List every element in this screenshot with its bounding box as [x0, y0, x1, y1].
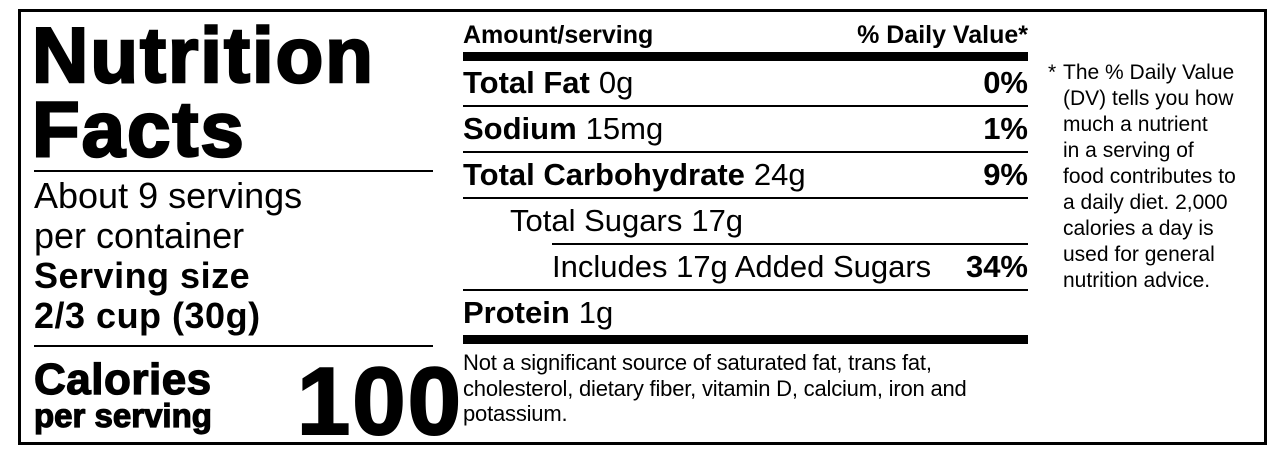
nutrient-amount: 0g [598, 65, 634, 100]
protein-separator-bar [463, 335, 1028, 344]
nutrient-table-header: Amount/serving % Daily Value* [463, 19, 1028, 52]
nutrient-amount: 1g [578, 295, 614, 330]
amount-col-header: Amount/serving [463, 21, 654, 49]
serving-size-label: Serving size [34, 255, 251, 296]
nutrient-row-sodium: Sodium 15mg 1% [463, 107, 1028, 153]
serving-divider [34, 345, 433, 347]
calories-sublabel: per serving [33, 397, 212, 434]
nutrient-row-total-carbohydrate: Total Carbohydrate 24g 9% [463, 153, 1028, 199]
calories-label: Calories [33, 355, 212, 404]
servings-per-container: About 9 servings per container [34, 175, 303, 256]
label-title: Nutrition Facts [31, 11, 375, 173]
serving-info: About 9 servings per container Serving s… [34, 176, 451, 336]
label-right-column: * The % Daily Value (DV) tells you how m… [1028, 12, 1263, 442]
nutrition-facts-label: Nutrition Facts About 9 servings per con… [18, 9, 1267, 451]
nutrient-amount: 17g [691, 203, 744, 238]
nutrient-dv: 9% [983, 157, 1028, 192]
nutrient-table: Amount/serving % Daily Value* Total Fat … [451, 12, 1028, 442]
nutrient-name: Total Fat [463, 65, 590, 100]
label-left-column: Nutrition Facts About 9 servings per con… [21, 11, 462, 451]
nutrient-name: Sodium [463, 111, 577, 146]
nutrient-dv: 1% [983, 111, 1028, 146]
nutrient-dv: 34% [965, 249, 1028, 284]
nutrient-name: Total Sugars [510, 203, 683, 238]
header-separator-bar [463, 52, 1028, 61]
nutrient-name: Includes 17g Added Sugars [552, 249, 932, 284]
nutrient-row-protein: Protein 1g [463, 291, 1028, 335]
nutrient-amount: 24g [753, 157, 806, 192]
nutrient-amount: 15mg [585, 111, 664, 146]
nutrient-name: Protein [463, 295, 570, 330]
footnote-text: The % Daily Value (DV) tells you how muc… [1063, 61, 1236, 292]
serving-size-value: 2/3 cup (30g) [34, 295, 261, 336]
nutrient-row-added-sugars: Includes 17g Added Sugars 34% [463, 245, 1028, 291]
calories-section: Calories per serving 100 [33, 353, 462, 451]
dv-col-header: % Daily Value* [857, 21, 1028, 49]
insignificant-sources-footnote: Not a significant source of saturated fa… [463, 350, 967, 426]
calories-value: 100 [296, 348, 463, 455]
sugars-sub-divider [552, 243, 1028, 245]
daily-value-footnote: * The % Daily Value (DV) tells you how m… [1048, 60, 1263, 294]
nutrient-row-total-sugars: Total Sugars 17g [463, 199, 1028, 243]
title-divider [34, 170, 433, 172]
nutrient-row-total-fat: Total Fat 0g 0% [463, 61, 1028, 107]
nutrient-dv: 0% [983, 65, 1028, 100]
footnote-asterisk: * [1048, 61, 1057, 84]
nutrient-name: Total Carbohydrate [463, 157, 745, 192]
